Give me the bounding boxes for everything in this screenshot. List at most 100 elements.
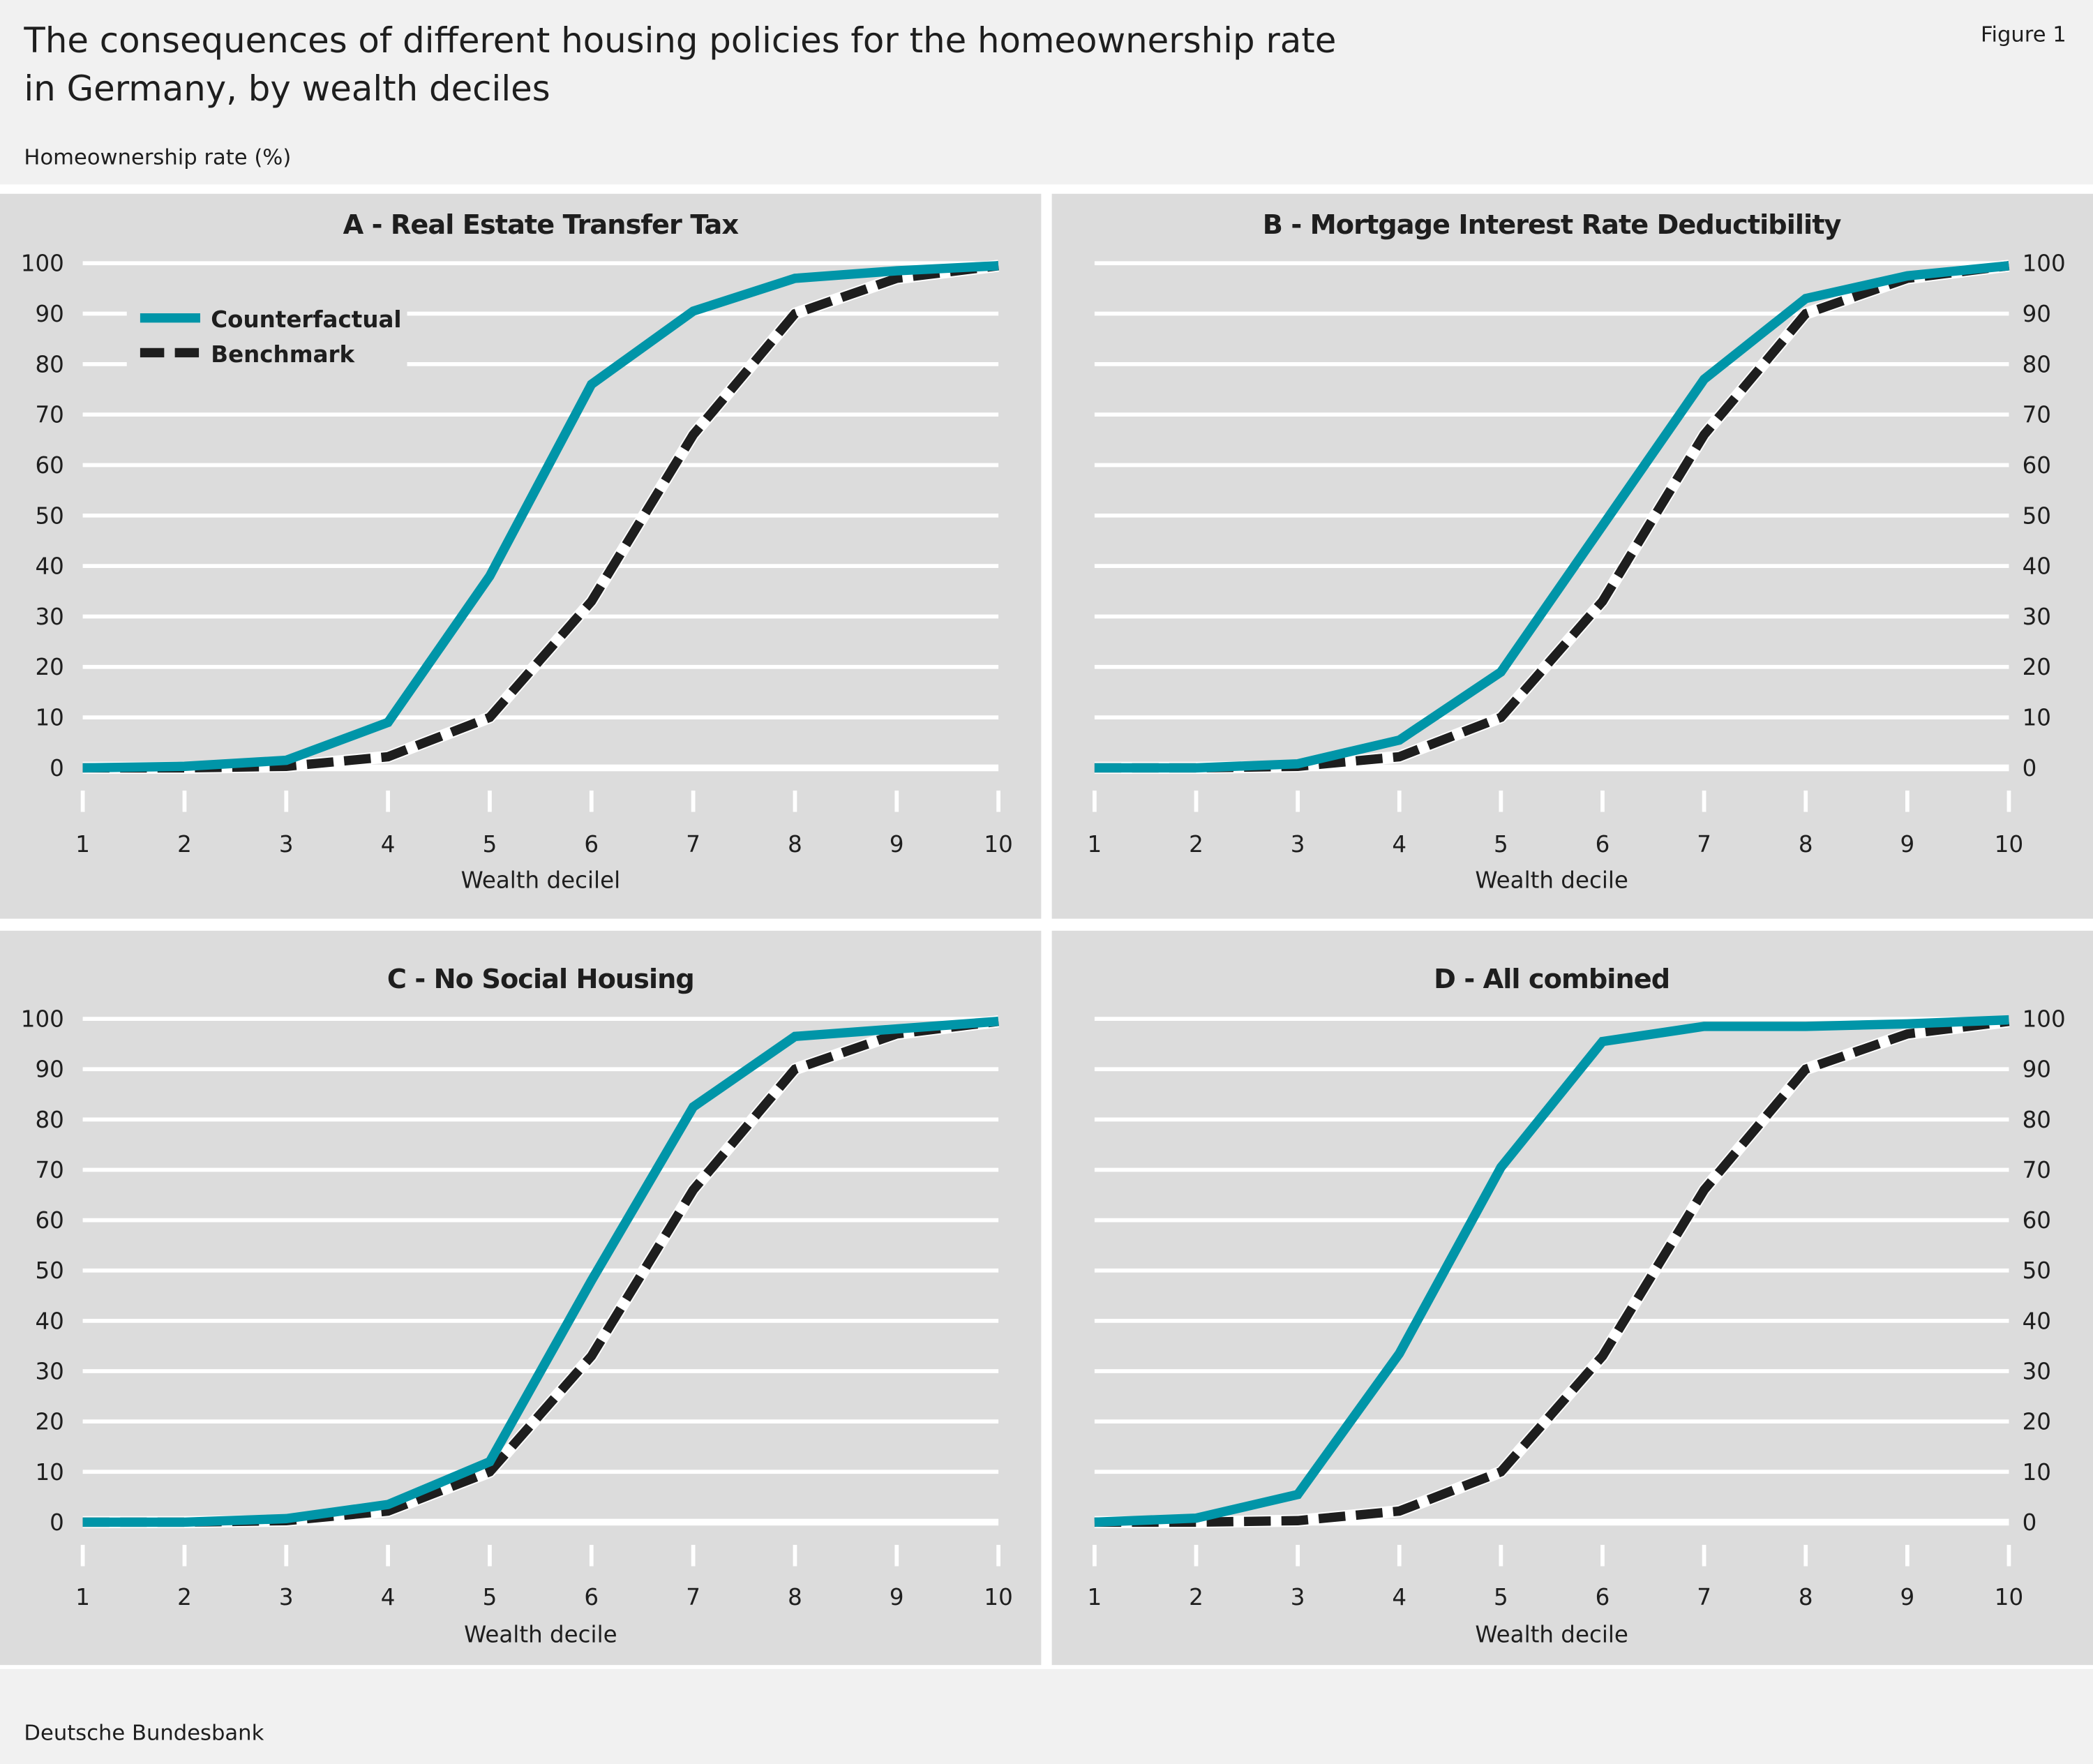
y-tick-label: 60: [2023, 452, 2051, 479]
x-tick-label: 3: [1291, 1584, 1305, 1610]
x-tick-label: 1: [1088, 831, 1102, 858]
x-tick-label: 3: [279, 831, 294, 858]
x-axis-label: Wealth decile: [464, 1622, 617, 1648]
legend-background: [126, 297, 407, 375]
panel-title: D - All combined: [1434, 964, 1670, 995]
x-tick-label: 6: [1596, 831, 1610, 858]
x-tick-label: 7: [686, 831, 700, 858]
x-axis-label: Wealth decile: [1475, 867, 1628, 894]
y-tick-label: 50: [35, 1257, 63, 1284]
x-tick-label: 5: [1494, 831, 1508, 858]
panel-background: [1051, 193, 2093, 919]
x-tick-label: 2: [177, 1584, 192, 1610]
y-tick-label: 60: [35, 1207, 63, 1234]
x-tick-label: 5: [483, 831, 497, 858]
y-tick-label: 0: [50, 1509, 64, 1536]
y-tick-label: 90: [35, 301, 63, 327]
y-tick-label: 90: [2023, 1056, 2051, 1083]
x-tick-label: 2: [177, 831, 192, 858]
figure-label: Figure 1: [1981, 23, 2066, 47]
y-tick-label: 30: [35, 604, 63, 630]
x-tick-label: 7: [686, 1584, 700, 1610]
x-axis-label: Wealth decile: [1475, 1622, 1628, 1648]
panels: A - Real Estate Transfer Tax010203040506…: [0, 193, 2093, 1666]
panel-background: [0, 930, 1042, 1666]
x-axis-label: Wealth decilel: [461, 867, 621, 894]
series-line-counterfactual: [1094, 1015, 2009, 1527]
y-tick-label: 20: [2023, 1409, 2051, 1435]
y-tick-label: 60: [35, 452, 63, 479]
panel-title: B - Mortgage Interest Rate Deductibility: [1263, 209, 1842, 241]
x-tick-label: 8: [788, 831, 802, 858]
y-tick-label: 80: [35, 351, 63, 378]
x-tick-label: 10: [1995, 1584, 2023, 1610]
y-tick-label: 100: [2023, 1006, 2066, 1033]
series-line-counterfactual: [82, 1017, 999, 1527]
panel-d: D - All combined 0 10 20 30 40 50 60 70 80 90 100 1 2…: [1051, 930, 2093, 1666]
y-tick-label: 10: [35, 1459, 63, 1486]
x-tick-label: 10: [1995, 831, 2023, 858]
x-tick-label: 9: [890, 1584, 904, 1610]
series-line-counterfactual: [1094, 261, 2010, 773]
y-tick-label: 50: [2023, 1257, 2051, 1284]
y-tick-label: 10: [2023, 705, 2051, 731]
y-tick-label: 20: [35, 1409, 63, 1435]
y-tick-label: 80: [2023, 1107, 2051, 1133]
x-tick-label: 10: [984, 1584, 1012, 1610]
figure-title-line2: in Germany, by wealth deciles: [24, 68, 550, 109]
y-tick-label: 70: [35, 1157, 63, 1183]
y-tick-label: 20: [2023, 654, 2051, 680]
x-tick-label: 2: [1189, 1584, 1203, 1610]
x-tick-label: 4: [381, 831, 396, 858]
panel-title: C - No Social Housing: [387, 964, 694, 995]
x-tick-label: 7: [1697, 1584, 1711, 1610]
y-tick-label: 90: [35, 1056, 63, 1083]
x-tick-label: 1: [75, 1584, 90, 1610]
x-tick-label: 4: [1392, 831, 1406, 858]
y-tick-label: 70: [35, 402, 63, 428]
x-tick-label: 6: [584, 1584, 599, 1610]
series-line-benchmark: [1094, 1017, 2010, 1527]
x-tick-label: 9: [890, 831, 904, 858]
figure-title-line1: The consequences of different housing po…: [23, 20, 1336, 61]
y-tick-label: 80: [2023, 351, 2051, 378]
legend-label-counterfactual: Counterfactual: [211, 306, 401, 333]
x-tick-label: 10: [984, 831, 1012, 858]
panel-a: A - Real Estate Transfer Tax 0 10 20 30 40 50 6…: [0, 193, 1042, 919]
y-tick-label: 40: [35, 1308, 63, 1334]
x-tick-label: 6: [584, 831, 599, 858]
x-tick-label: 1: [75, 831, 90, 858]
x-tick-label: 1: [1088, 1584, 1102, 1610]
y-tick-label: 50: [2023, 502, 2051, 529]
y-tick-label: 100: [21, 1006, 64, 1033]
y-tick-label: 0: [2023, 755, 2037, 782]
x-tick-label: 2: [1189, 831, 1203, 858]
y-tick-label: 0: [2023, 1509, 2037, 1536]
x-tick-label: 4: [381, 1584, 396, 1610]
x-tick-label: 9: [1900, 1584, 1914, 1610]
y-tick-label: 70: [2023, 402, 2051, 428]
x-tick-label: 3: [1291, 831, 1305, 858]
y-tick-label: 20: [35, 654, 63, 680]
y-tick-label: 10: [2023, 1459, 2051, 1486]
legend: Counterfactual Benchmark: [126, 297, 407, 375]
y-tick-label: 30: [2023, 1359, 2051, 1385]
y-tick-label: 100: [21, 251, 64, 277]
y-tick-label: 90: [2023, 301, 2051, 327]
x-tick-label: 8: [788, 1584, 802, 1610]
y-tick-label: 80: [35, 1107, 63, 1133]
panel-b: B - Mortgage Interest Rate Deductibility…: [1051, 193, 2093, 919]
y-tick-label: 0: [50, 755, 64, 782]
panel-title: A - Real Estate Transfer Tax: [343, 209, 740, 241]
x-tick-label: 8: [1799, 1584, 1813, 1610]
y-tick-label: 40: [2023, 553, 2051, 580]
x-tick-label: 4: [1392, 1584, 1406, 1610]
y-tick-label: 50: [35, 502, 63, 529]
x-tick-label: 8: [1799, 831, 1813, 858]
x-tick-label: 9: [1900, 831, 1914, 858]
x-tick-label: 7: [1697, 831, 1711, 858]
x-tick-label: 3: [279, 1584, 294, 1610]
source-label: Deutsche Bundesbank: [24, 1721, 264, 1745]
panel-c: C - No Social Housing 0 10 20 30 40 50 60 70 80 90…: [0, 930, 1042, 1666]
